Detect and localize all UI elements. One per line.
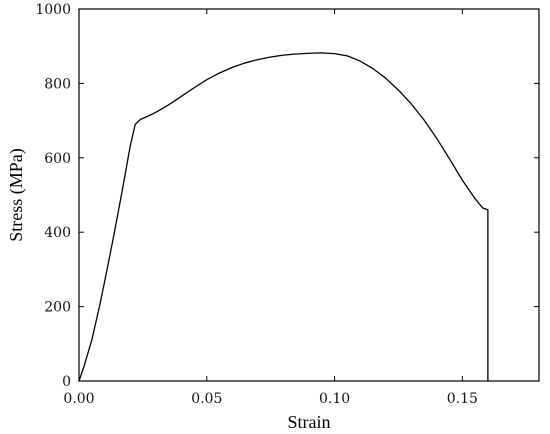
plot-frame [78,8,540,382]
y-tick-label: 1000 [35,2,71,18]
y-axis-title: Stress (MPa) [6,148,27,242]
x-axis-title: Strain [288,412,331,432]
x-tick-label: 0.15 [447,391,478,407]
label-layer: 0 200 400 600 800 1000 0.00 0.05 0.10 0.15 Strain S… [6,2,478,432]
y-tick-label: 0 [62,374,71,390]
y-tick-label: 200 [44,300,71,316]
x-tick-label: 0.05 [191,391,222,407]
stress-strain-curve [78,52,489,382]
x-tick-label: 0.10 [319,391,350,407]
y-tick-label: 600 [44,151,71,167]
x-tick-label: 0.00 [63,391,94,407]
axes-layer [78,8,540,382]
y-tick-label: 400 [44,225,71,241]
y-tick-label: 800 [44,76,71,92]
curve-layer [78,52,489,382]
